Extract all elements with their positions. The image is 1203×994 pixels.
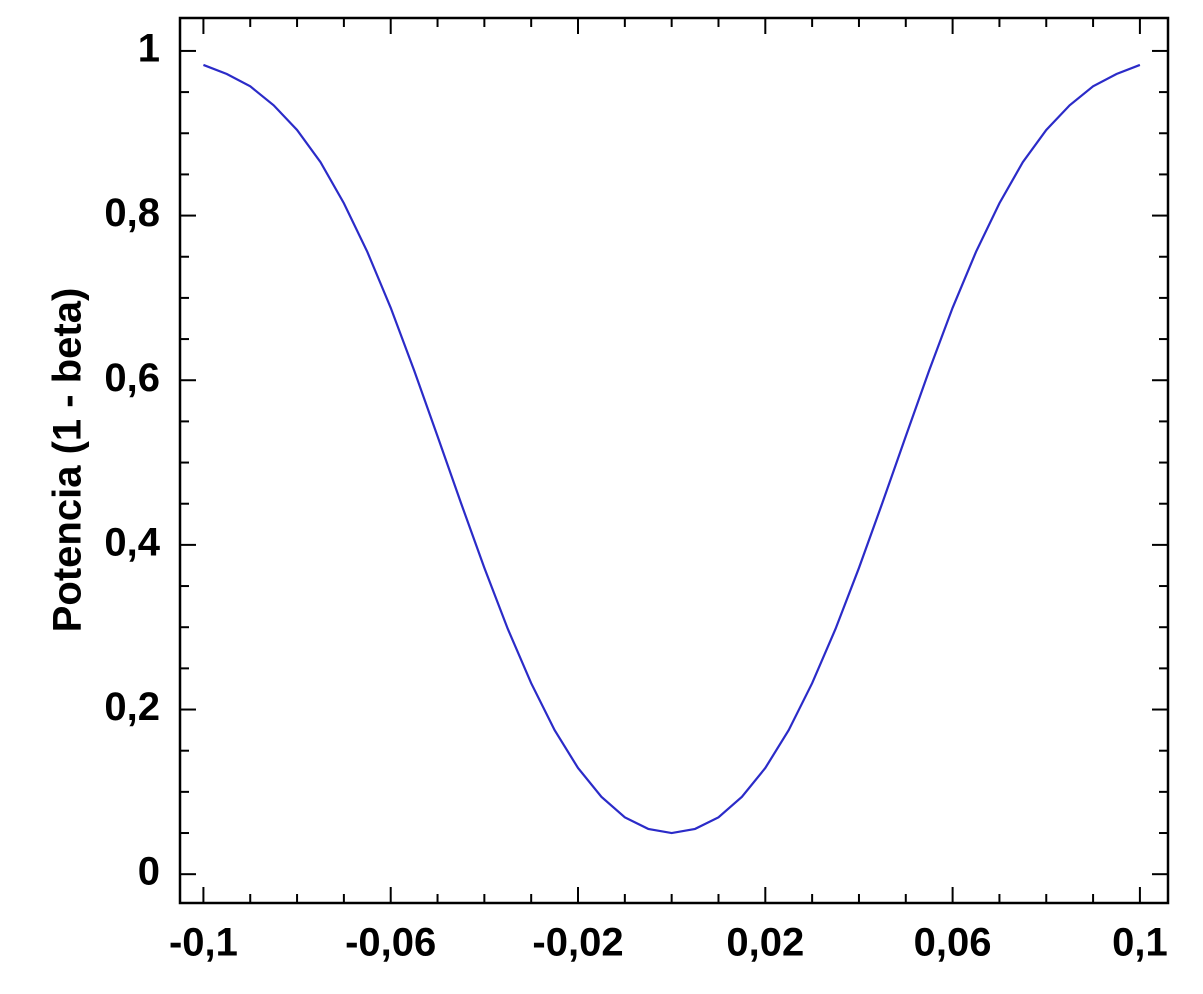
y-axis-label: Potencia (1 - beta) — [46, 288, 90, 633]
x-tick-label: 0,1 — [1112, 921, 1168, 965]
x-tick-label: -0,1 — [169, 921, 238, 965]
data-line — [203, 63, 1141, 835]
x-tick-label: -0,02 — [532, 921, 623, 965]
y-tick-label: 0,6 — [104, 356, 160, 400]
plot-frame — [178, 16, 1170, 905]
y-tick-label: 1 — [138, 26, 160, 70]
x-tick-label: -0,06 — [345, 921, 436, 965]
y-tick-label: 0,8 — [104, 191, 160, 235]
y-tick-label: 0,2 — [104, 685, 160, 729]
y-tick-label: 0 — [138, 850, 160, 894]
x-tick-label: 0,02 — [726, 921, 804, 965]
y-tick-label: 0,4 — [104, 520, 160, 564]
x-tick-label: 0,06 — [914, 921, 992, 965]
